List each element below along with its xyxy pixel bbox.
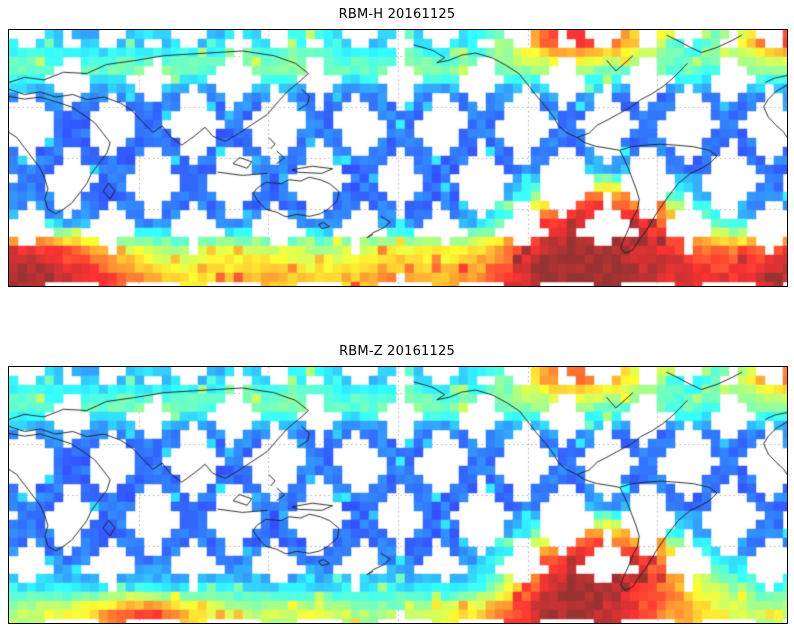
rbm-z-swath-map [8,366,788,624]
rbm-h-swath-map [8,29,788,287]
panel-title-rbm-z: RBM-Z 20161125 [339,344,455,359]
panel-title-rbm-h: RBM-H 20161125 [338,7,456,22]
